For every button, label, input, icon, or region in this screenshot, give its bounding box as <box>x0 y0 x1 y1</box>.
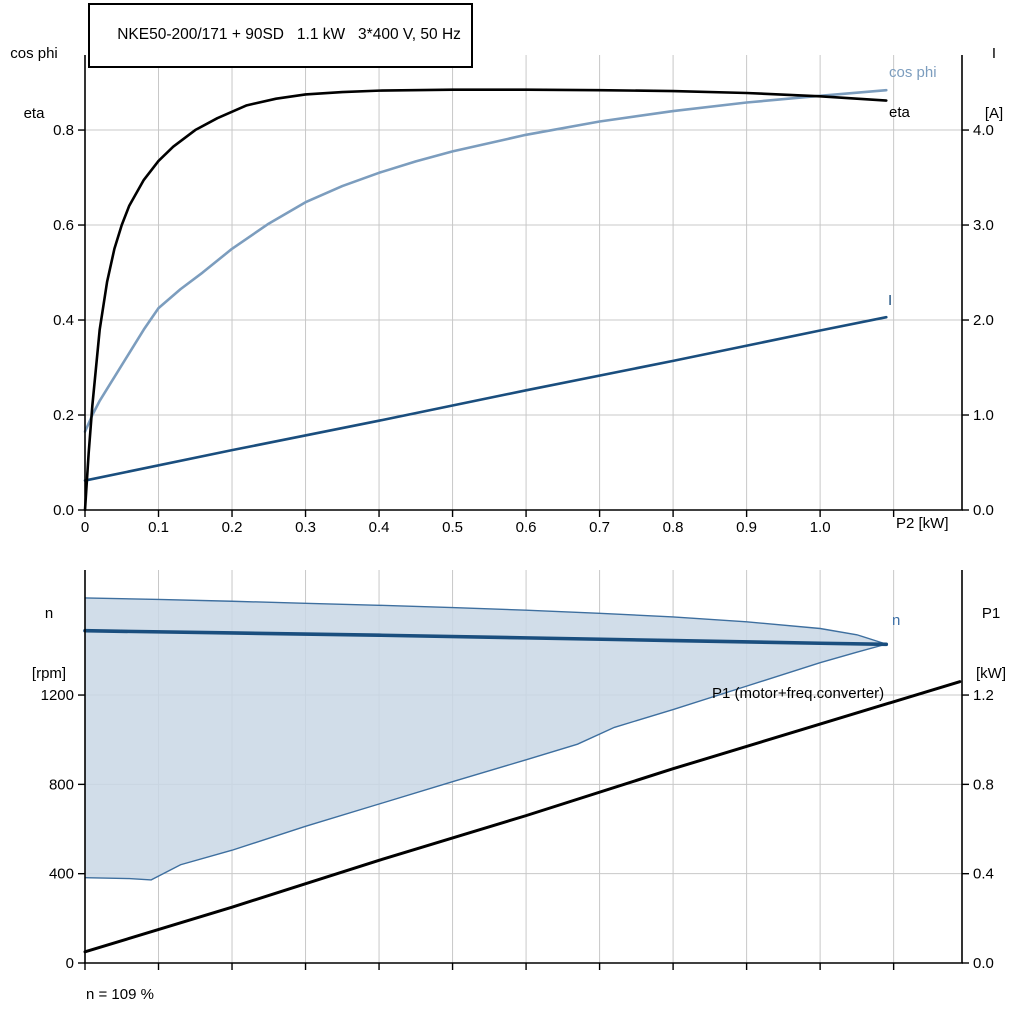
y-tick-label-left: 0.8 <box>53 122 74 139</box>
bottom-right-axis-title: P1 [kW] <box>966 564 1016 724</box>
x-axis-title: P2 [kW] <box>896 515 949 532</box>
axis-title-speed-unit: [rpm] <box>31 665 67 682</box>
y-tick-label-right: 2.0 <box>973 312 994 329</box>
top-left-axis-title: cos phi eta <box>2 4 66 164</box>
x-tick-label: 0.4 <box>369 519 390 536</box>
speed-control-range-area <box>85 597 887 880</box>
y-tick-label-left: 0.6 <box>53 217 74 234</box>
y-tick-label-left: 400 <box>49 866 74 883</box>
top-right-axis-title: I [A] <box>972 4 1016 164</box>
curve-eta <box>83 88 888 512</box>
axis-title-current-unit: [A] <box>984 105 1004 122</box>
axis-title-current: I <box>991 45 997 62</box>
chart-title-box: NKE50-200/171 + 90SD 1.1 kW 3*400 V, 50 … <box>88 3 473 68</box>
curve-p1-motor-freq-converter- <box>83 680 962 954</box>
y-tick-label-right: 1.2 <box>973 687 994 704</box>
curve-cos-phi <box>83 88 888 433</box>
curve-label-p1: P1 (motor+freq.converter) <box>712 685 885 702</box>
y-tick-label-right: 4.0 <box>973 122 994 139</box>
y-tick-label-right: 3.0 <box>973 217 994 234</box>
curve-i <box>83 315 888 482</box>
x-tick-label: 0.5 <box>442 519 463 536</box>
y-tick-label-left: 0.2 <box>53 407 74 424</box>
y-tick-label-right: 0.0 <box>973 955 994 972</box>
x-tick-label: 0 <box>81 519 89 536</box>
axis-title-p1: P1 <box>981 605 1001 622</box>
curve-label-current: I <box>888 292 893 309</box>
speed-control-range-upper-edge <box>84 597 887 645</box>
speed-footnote: n = 109 % <box>86 986 154 1003</box>
y-tick-label-left: 0.4 <box>53 312 74 329</box>
curve-label-cos-phi: cos phi <box>889 64 937 81</box>
axis-title-eta: eta <box>23 105 45 122</box>
y-tick-label-left: 1200 <box>41 687 74 704</box>
y-tick-label-left: 0.0 <box>53 502 74 519</box>
top-chart-plot: 0 0.1 0.2 0.3 0.4 0.5 0.6 0.7 0.8 0.9 1.0 0.0 0.2 0.4… <box>53 55 994 536</box>
x-tick-label: 0.1 <box>148 519 169 536</box>
y-tick-label-right: 0.8 <box>973 776 994 793</box>
x-tick-label: 0.9 <box>736 519 757 536</box>
y-tick-label-left: 800 <box>49 776 74 793</box>
y-tick-label-right: 1.0 <box>973 407 994 424</box>
x-tick-label: 0.8 <box>663 519 684 536</box>
axis-title-cos-phi: cos phi <box>10 45 58 62</box>
x-tick-label: 0.7 <box>589 519 610 536</box>
y-tick-label-right: 0.0 <box>973 502 994 519</box>
bottom-left-axis-title: n [rpm] <box>18 564 80 724</box>
y-tick-label-right: 0.4 <box>973 866 994 883</box>
x-tick-label: 0.6 <box>516 519 537 536</box>
x-tick-label: 1.0 <box>810 519 831 536</box>
curve-label-eta: eta <box>889 104 910 121</box>
y-tick-label-left: 0 <box>66 955 74 972</box>
chart-title: NKE50-200/171 + 90SD 1.1 kW 3*400 V, 50 … <box>117 26 461 43</box>
x-tick-label: 0.3 <box>295 519 316 536</box>
axis-title-speed: n <box>44 605 54 622</box>
curve-n <box>83 628 889 647</box>
speed-control-range-lower-edge <box>84 643 887 881</box>
bottom-chart-plot: 0 400 800 1200 0.0 0.4 0.8 1.2 <box>41 570 994 972</box>
x-tick-label: 0.2 <box>222 519 243 536</box>
axis-title-p1-unit: [kW] <box>976 665 1006 682</box>
curve-label-speed: n <box>892 612 901 629</box>
